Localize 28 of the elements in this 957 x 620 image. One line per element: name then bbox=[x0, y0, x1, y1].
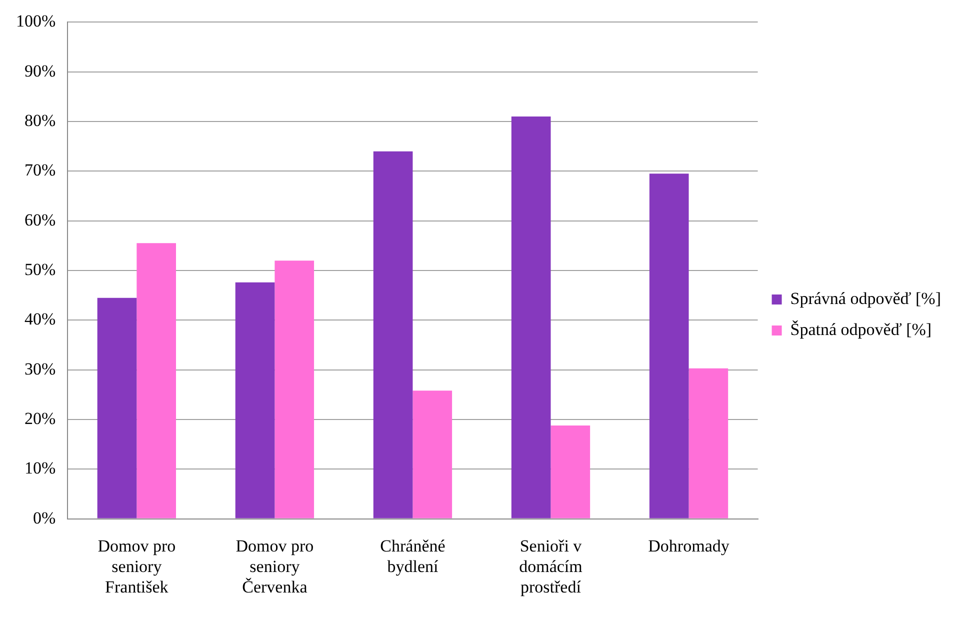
bar bbox=[649, 174, 689, 518]
bar bbox=[511, 116, 551, 518]
x-tick-label: Chráněné bydlení bbox=[380, 536, 446, 576]
x-tick-label: Domov pro seniory František bbox=[98, 536, 176, 596]
bar bbox=[97, 298, 137, 518]
x-tick-label: Domov pro seniory Červenka bbox=[236, 536, 314, 596]
y-tick-label: 30% bbox=[24, 359, 56, 378]
bar bbox=[550, 425, 590, 518]
x-tick-label: Senioři v domácím prostředí bbox=[519, 536, 582, 596]
y-tick-label: 20% bbox=[24, 408, 56, 428]
y-tick-label: 90% bbox=[24, 61, 56, 80]
legend-label: Správná odpověď [%] bbox=[790, 288, 942, 308]
legend-label: Špatná odpověď [%] bbox=[790, 320, 932, 339]
y-tick-label: 100% bbox=[16, 12, 56, 31]
y-tick-label: 60% bbox=[24, 210, 56, 230]
bar bbox=[235, 282, 275, 518]
y-tick-label: 80% bbox=[24, 110, 56, 130]
y-tick-label: 50% bbox=[24, 260, 56, 279]
y-tick-label: 10% bbox=[24, 458, 56, 478]
bar bbox=[373, 151, 413, 518]
bar bbox=[412, 390, 452, 518]
y-tick-label: 40% bbox=[24, 310, 56, 329]
bar bbox=[688, 368, 728, 518]
bar bbox=[274, 260, 314, 518]
y-tick-label: 0% bbox=[32, 508, 56, 528]
bar bbox=[136, 243, 176, 518]
y-tick-label: 70% bbox=[24, 160, 56, 180]
x-tick-label: Dohromady bbox=[648, 536, 730, 556]
